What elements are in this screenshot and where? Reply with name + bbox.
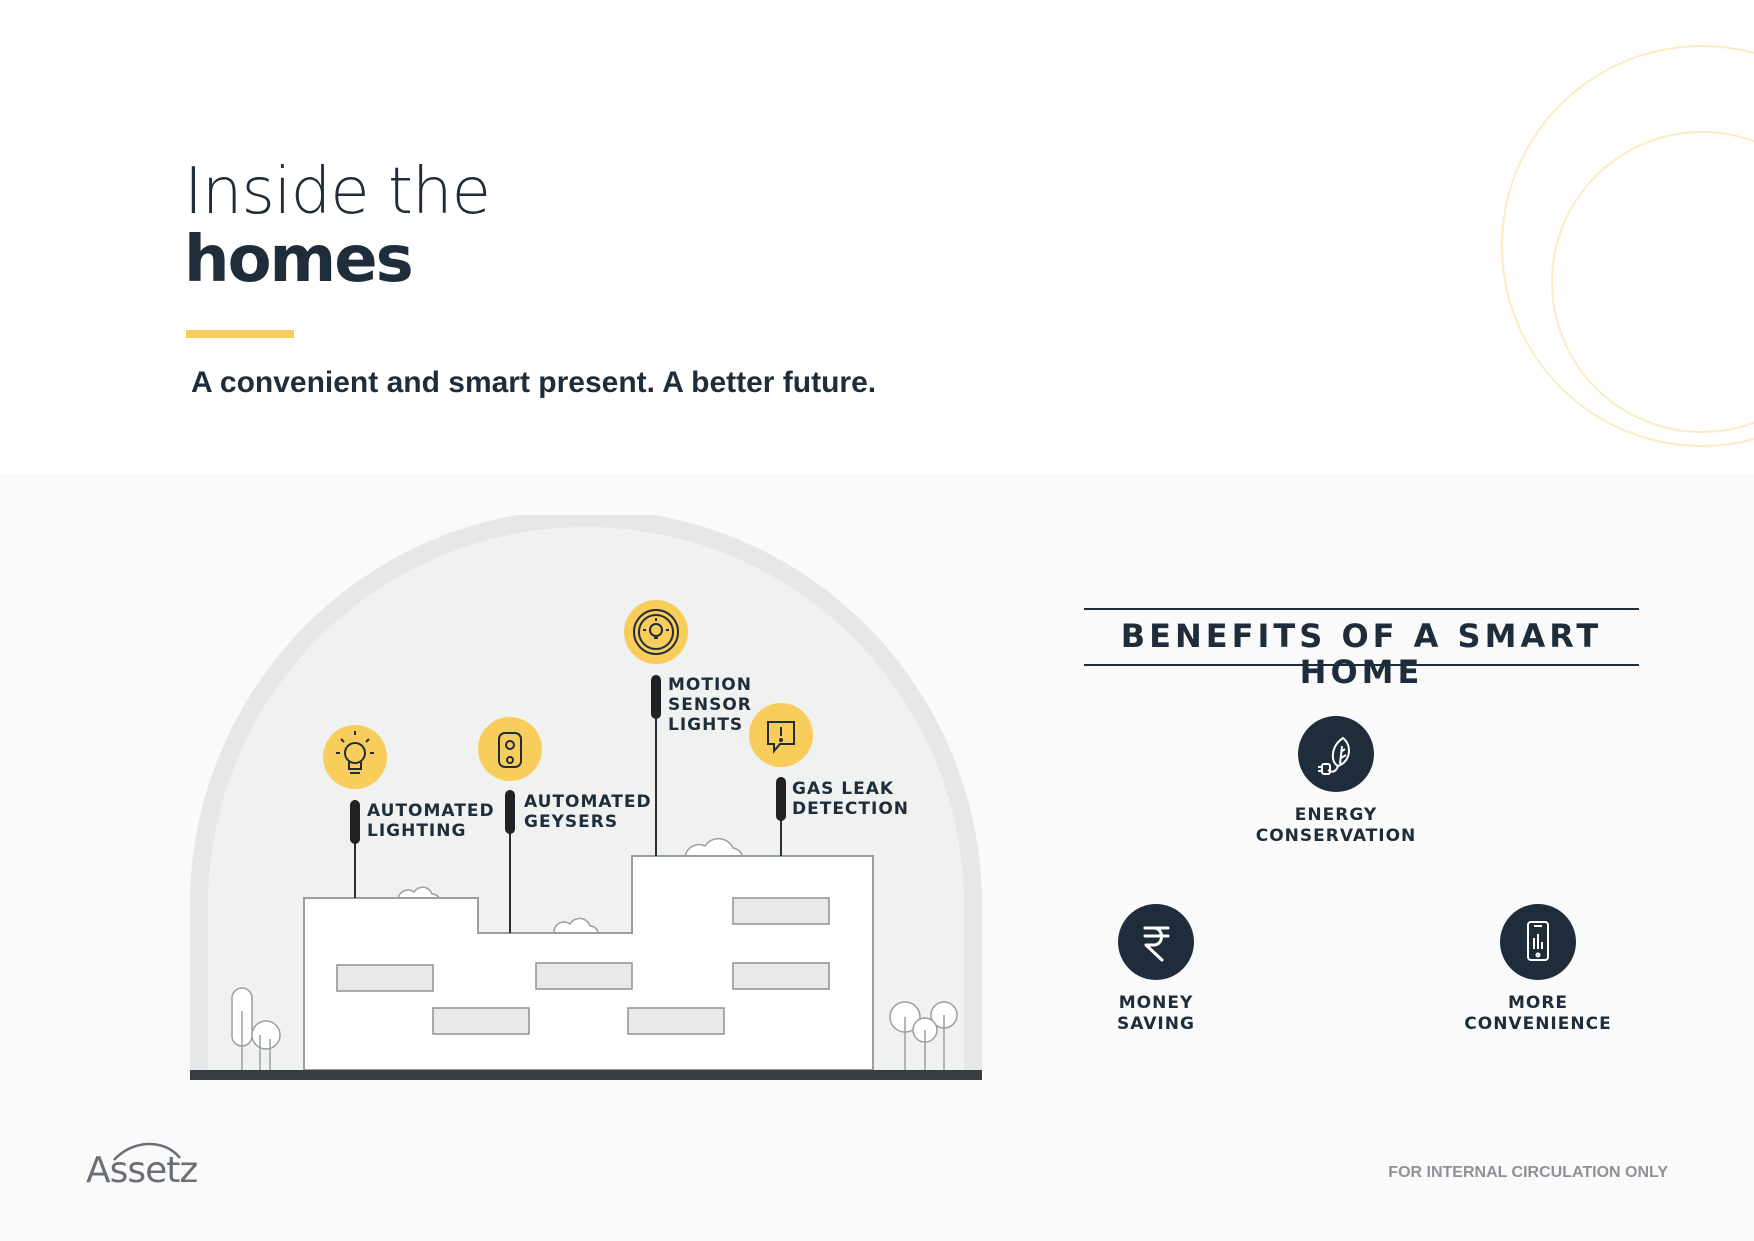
benefits-header: BENEFITS OF A SMART HOME [1084,608,1639,690]
page-title-line1: Inside the [184,155,491,229]
smart-home-illustration [190,515,982,1080]
geyser-icon [478,717,542,781]
benefit-label-money-saving: MONEY SAVING [1117,993,1195,1034]
logo-swoosh [113,1142,181,1161]
trees-right [889,1001,958,1070]
motion-sensor-icon [624,600,688,664]
tagline: A convenient and smart present. A better… [191,366,877,399]
trees-left [231,987,281,1070]
top-section: Inside the homes A convenient and smart … [0,0,1754,474]
rooftop-bushes [397,837,744,934]
feature-label-automated-lighting: AUTOMATED LIGHTING [367,801,495,841]
footer-note: FOR INTERNAL CIRCULATION ONLY [1388,1164,1668,1181]
smartphone-icon [1500,904,1576,980]
building-windows [336,897,830,1035]
benefits-title: BENEFITS OF A SMART HOME [1120,617,1603,691]
brand-name: Assetz [86,1150,198,1191]
feature-label-gas-leak-detection: GAS LEAK DETECTION [792,779,910,819]
brand-logo: Assetz [84,1136,198,1191]
rupee-icon [1118,904,1194,980]
light-bulb-icon [323,725,387,789]
ground-line [190,1070,982,1080]
benefit-label-energy-conservation: ENERGY CONSERVATION [1255,805,1417,846]
alert-bubble-icon [749,703,813,767]
benefit-label-more-convenience: MORE CONVENIENCE [1464,993,1612,1034]
feature-pins [350,675,786,933]
feature-label-automated-geysers: AUTOMATED GEYSERS [524,792,652,832]
page-title-line2: homes [184,223,414,297]
leaf-plug-icon [1298,716,1374,792]
accent-divider [186,330,294,338]
feature-label-motion-sensor-lights: MOTION SENSOR LIGHTS [668,675,752,735]
decorative-rings [1501,45,1754,447]
